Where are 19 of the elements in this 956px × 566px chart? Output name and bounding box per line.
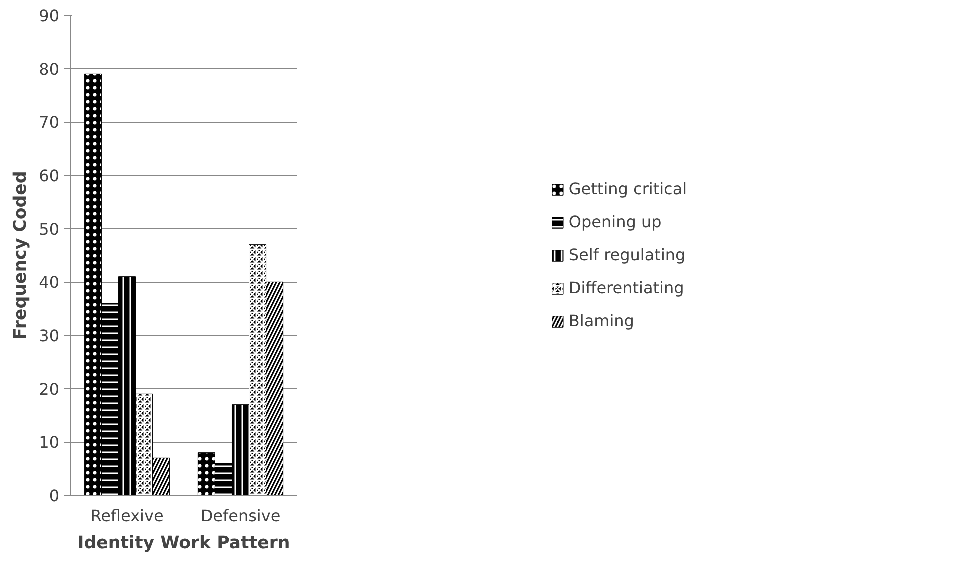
x-tick-label: Reflexive xyxy=(90,506,164,526)
y-tick-label: 90 xyxy=(39,6,60,26)
y-tick-label: 30 xyxy=(39,326,60,346)
y-tick-label: 60 xyxy=(39,166,60,186)
legend-label: Getting critical xyxy=(568,180,688,198)
y-tick-label: 70 xyxy=(39,113,60,132)
y-tick-label: 0 xyxy=(49,486,60,506)
x-tick-label: Defensive xyxy=(200,506,281,526)
y-tick-label: 10 xyxy=(39,433,60,452)
y-tick-label: 50 xyxy=(39,220,60,239)
legend-label: Self regulating xyxy=(568,246,686,264)
y-tick-label: 40 xyxy=(39,273,60,292)
legend-label: Blaming xyxy=(568,312,634,330)
y-tick-label: 20 xyxy=(39,380,60,399)
legend-label: Opening up xyxy=(568,212,662,232)
y-tick-label: 80 xyxy=(39,60,60,79)
legend-label: Differentiating xyxy=(568,278,684,298)
x-axis-title: Identity Work Pattern xyxy=(78,534,290,554)
y-axis-title: Frequency Coded xyxy=(11,171,32,340)
